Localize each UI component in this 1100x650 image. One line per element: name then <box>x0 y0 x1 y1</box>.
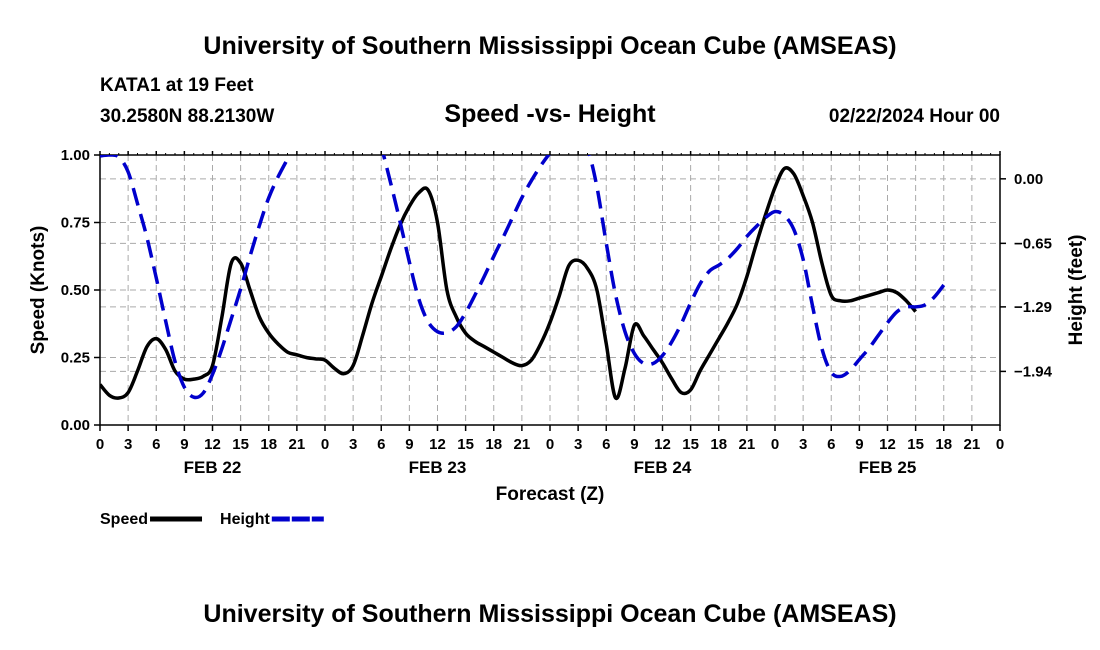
station-coords: 30.2580N 88.2130W <box>100 106 275 127</box>
forecast-datetime: 02/22/2024 Hour 00 <box>828 106 1000 127</box>
x-tick-label: 21 <box>289 436 306 453</box>
series-lines <box>100 155 946 401</box>
y-tick-label: 0.25 <box>61 350 90 367</box>
x-tick-label: 21 <box>739 436 756 453</box>
y2-tick-label: −0.65 <box>1014 235 1052 252</box>
legend-label-height: Height <box>220 511 270 528</box>
x-tick-label: 0 <box>771 436 779 453</box>
series-line-speed <box>100 166 917 401</box>
chart-subtitle: Speed -vs- Height <box>444 100 656 128</box>
x-tick-label: 18 <box>935 436 952 453</box>
x-tick-label: 9 <box>630 436 638 453</box>
y-tick-label: 0.00 <box>61 417 90 434</box>
x-tick-label: 0 <box>96 436 104 453</box>
y2-tick-label: −1.29 <box>1014 299 1052 316</box>
x-tick-label: 9 <box>180 436 188 453</box>
y2-tick-label: −1.94 <box>1014 363 1053 380</box>
day-label: FEB 24 <box>634 458 692 477</box>
day-label: FEB 23 <box>409 458 467 477</box>
x-tick-label: 0 <box>996 436 1004 453</box>
x-tick-label: 9 <box>855 436 863 453</box>
grid-lines <box>100 155 1000 425</box>
y-tick-label: 0.50 <box>61 282 90 299</box>
x-tick-label: 6 <box>377 436 385 453</box>
x-tick-label: 12 <box>654 436 671 453</box>
x-axis-label: Forecast (Z) <box>496 484 605 505</box>
x-tick-label: 21 <box>514 436 531 453</box>
x-tick-label: 15 <box>682 436 699 453</box>
x-tick-label: 12 <box>204 436 221 453</box>
x-tick-label: 15 <box>907 436 924 453</box>
axis-ticks: 0 3 6 9 12 15 18 21 0 3 6 9 12 15 18 21 0 3 6 9 12 15 18 21 0 3 6 9… <box>61 147 1053 477</box>
x-tick-label: 6 <box>152 436 160 453</box>
x-tick-label: 3 <box>124 436 132 453</box>
station-label: KATA1 at 19 Feet <box>100 75 254 96</box>
x-tick-label: 9 <box>405 436 413 453</box>
y-axis-label: Speed (Knots) <box>28 226 49 355</box>
x-tick-label: 0 <box>546 436 554 453</box>
legend: Speed Height <box>100 511 324 528</box>
x-tick-label: 3 <box>799 436 807 453</box>
x-tick-label: 6 <box>602 436 610 453</box>
chart-title-bottom: University of Southern Mississippi Ocean… <box>203 600 897 628</box>
x-tick-label: 3 <box>349 436 357 453</box>
x-tick-label: 18 <box>710 436 727 453</box>
y2-tick-label: 0.00 <box>1014 171 1043 188</box>
x-tick-label: 12 <box>429 436 446 453</box>
x-tick-label: 21 <box>964 436 981 453</box>
y-tick-label: 0.75 <box>61 215 90 232</box>
chart-title-top: University of Southern Mississippi Ocean… <box>203 32 897 60</box>
series-line-height <box>100 155 946 400</box>
x-tick-label: 18 <box>260 436 277 453</box>
x-tick-label: 0 <box>321 436 329 453</box>
x-tick-label: 15 <box>232 436 249 453</box>
legend-label-speed: Speed <box>100 511 148 528</box>
x-tick-label: 3 <box>574 436 582 453</box>
day-label: FEB 22 <box>184 458 242 477</box>
x-tick-label: 6 <box>827 436 835 453</box>
x-tick-label: 15 <box>457 436 474 453</box>
x-tick-label: 18 <box>485 436 502 453</box>
y2-axis-label: Height (feet) <box>1066 235 1087 346</box>
day-label: FEB 25 <box>859 458 917 477</box>
x-tick-label: 12 <box>879 436 896 453</box>
y-tick-label: 1.00 <box>61 147 90 164</box>
